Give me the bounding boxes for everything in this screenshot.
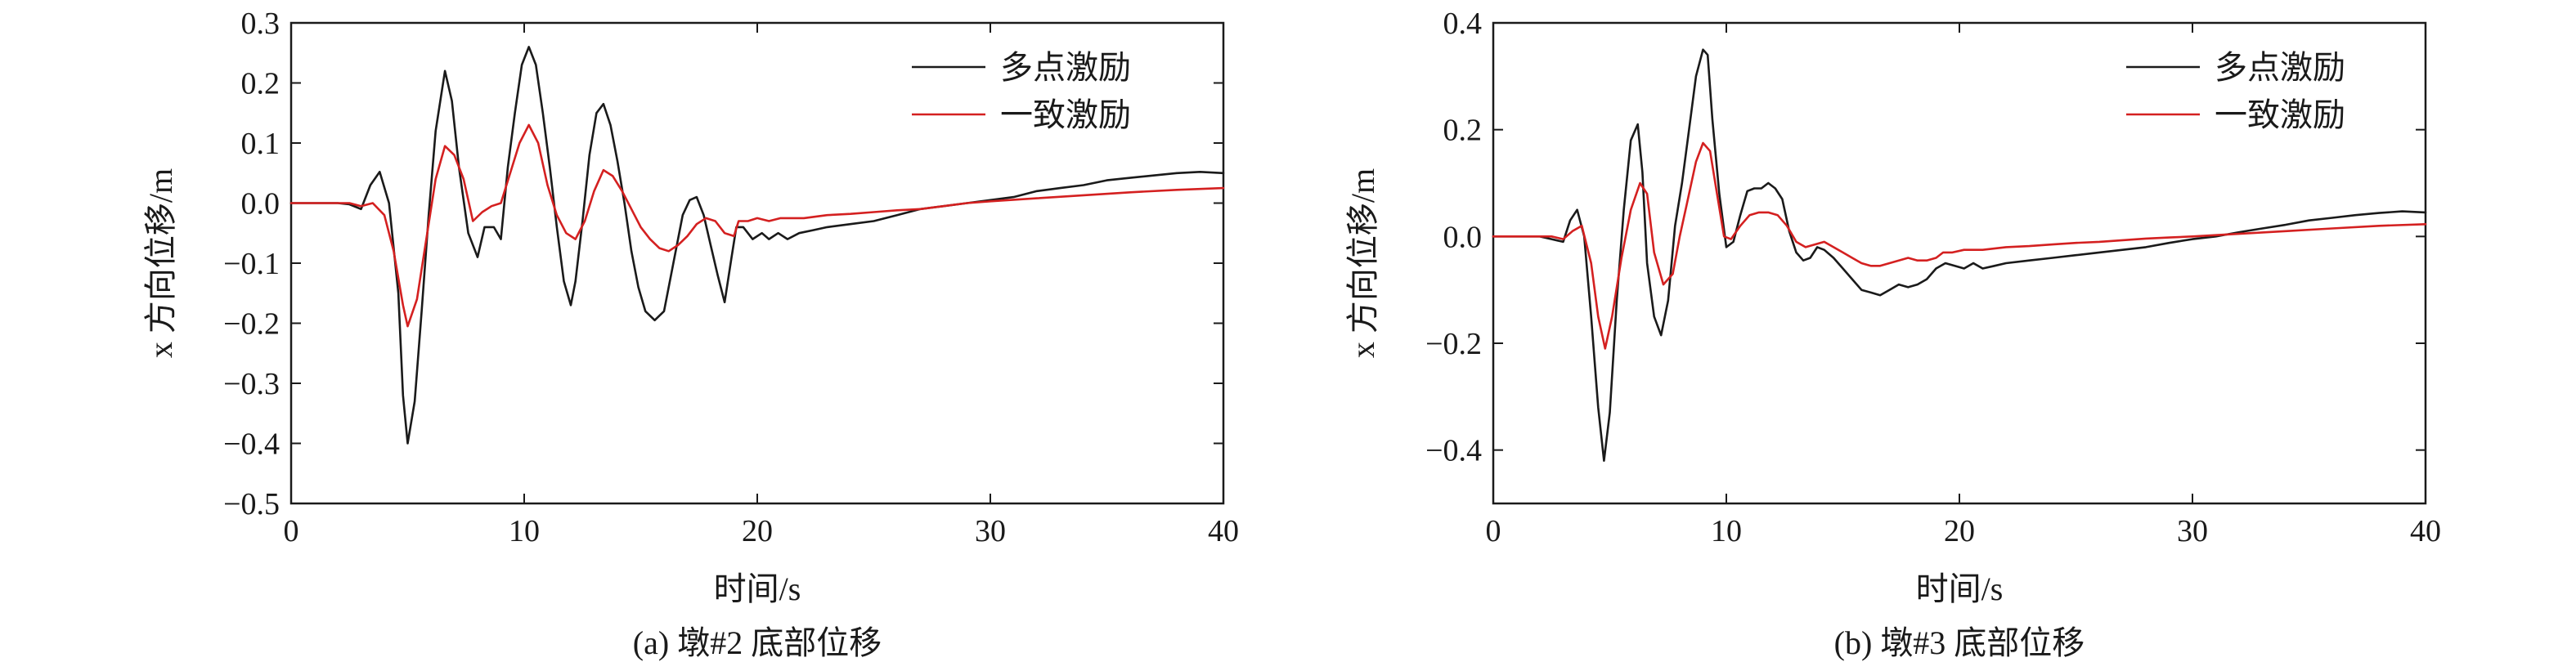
y-tick-label: −0.5	[223, 487, 280, 521]
x-tick-label: 20	[1944, 514, 1975, 548]
x-axis-title-a: 时间/s	[714, 570, 801, 607]
y-tick-label: 0.2	[241, 67, 280, 101]
y-tick-label: −0.2	[1425, 327, 1482, 361]
y-tick-label: 0.4	[1443, 7, 1483, 41]
legend-label-uniform-a: 一致激励	[1000, 96, 1131, 133]
legend-b: 多点激励 一致激励	[2126, 49, 2345, 133]
caption-a: (a) 墩#2 底部位移	[633, 624, 882, 661]
x-tick-label: 20	[742, 514, 773, 548]
y-tick-label: 0.0	[241, 187, 280, 221]
y-tick-label: 0.1	[241, 127, 280, 161]
series-line-uniform	[1492, 141, 2427, 350]
y-tick-label: 0.0	[1443, 220, 1483, 254]
plot-area-b	[1492, 21, 2427, 505]
x-tick-label: 30	[975, 514, 1006, 548]
y-tick-label: −0.1	[223, 247, 280, 281]
x-tick-label: 0	[1486, 514, 1501, 548]
series-line-multi	[289, 46, 1225, 445]
y-tick-label: 0.3	[241, 7, 280, 41]
y-axis-title-b: x 方向位移/m	[1344, 168, 1381, 358]
x-tick-label: 40	[1208, 514, 1239, 548]
y-tick-label: 0.2	[1443, 114, 1483, 148]
series-line-uniform	[289, 123, 1225, 328]
legend-label-uniform-b: 一致激励	[2215, 96, 2345, 133]
legend-label-multi-b: 多点激励	[2215, 49, 2345, 86]
x-tick-label: 0	[284, 514, 299, 548]
x-ticks-a: 0 10 20 30 40	[284, 23, 1239, 548]
y-axis-title-a: x 方向位移/m	[142, 168, 179, 358]
series-group-a	[289, 46, 1225, 445]
panel-a: 0.3 0.2 0.1 0.0 −0.1 −0.2 −0.3 −0.4 −0.5 0 10 20 30…	[142, 7, 1239, 661]
panel-b: 0.4 0.2 0.0 −0.2 −0.4 0 10 20 30 40 多点激励 一致激励 x …	[1344, 7, 2441, 661]
x-tick-label: 10	[509, 514, 540, 548]
plot-area-a	[289, 21, 1225, 505]
y-tick-label: −0.3	[223, 367, 280, 401]
y-tick-label: −0.2	[223, 307, 280, 342]
caption-b: (b) 墩#3 底部位移	[1834, 624, 2085, 661]
legend-a: 多点激励 一致激励	[912, 49, 1131, 133]
x-axis-title-b: 时间/s	[1916, 570, 2004, 607]
x-tick-label: 40	[2410, 514, 2441, 548]
x-tick-label: 30	[2177, 514, 2208, 548]
legend-label-multi-a: 多点激励	[1000, 49, 1131, 86]
x-ticks-b: 0 10 20 30 40	[1486, 23, 2441, 548]
y-ticks-a: 0.3 0.2 0.1 0.0 −0.1 −0.2 −0.3 −0.4 −0.5	[223, 7, 1223, 521]
x-tick-label: 10	[1711, 514, 1742, 548]
y-ticks-b: 0.4 0.2 0.0 −0.2 −0.4	[1425, 7, 2426, 468]
y-tick-label: −0.4	[1425, 434, 1482, 468]
series-line-multi	[1492, 48, 2427, 463]
series-group-b	[1492, 48, 2427, 463]
y-tick-label: −0.4	[223, 427, 280, 462]
